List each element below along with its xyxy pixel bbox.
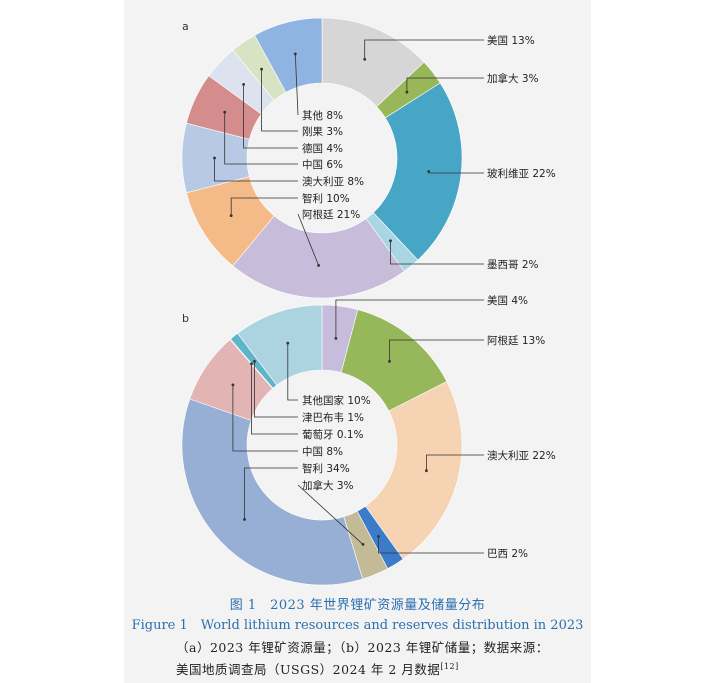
- leader-dot-中国: [231, 383, 235, 387]
- leader-line-澳大利亚: [425, 454, 484, 471]
- leader-dot-巴西: [377, 535, 380, 538]
- leader-dot-澳大利亚: [213, 156, 216, 160]
- leader-line-阿根廷: [297, 213, 319, 266]
- donut-slice-其他: [254, 17, 323, 93]
- slice-label-加拿大: 加拿大 3%: [487, 72, 539, 85]
- leader-line-巴西: [378, 536, 484, 554]
- leader-line-智利: [244, 467, 298, 520]
- donut-chart-reserves: b 美国 4% 阿根廷 13% 澳大利亚 22% 巴西 2% 加拿大 3% 智利 34% 中国…: [181, 294, 556, 586]
- donut-slice-玻利维亚: [372, 82, 463, 261]
- leader-dot-葡萄牙: [250, 362, 253, 366]
- leader-dot-阿根廷: [317, 264, 320, 267]
- slice-label-墨西哥: 墨西哥 2%: [487, 259, 539, 271]
- slice-label-其他国家: 其他国家 10%: [302, 394, 371, 407]
- slice-label-玻利维亚: 玻利维亚 22%: [487, 167, 556, 180]
- donut-chart-resources: a 美国 13% 加拿大 3% 玻利维亚 22% 墨西哥 2% 阿根廷 21% 智利 10%…: [181, 17, 556, 299]
- leader-dot-加拿大: [405, 90, 409, 94]
- leader-dot-德国: [242, 83, 246, 86]
- leader-line-刚果: [261, 69, 298, 132]
- slice-label-巴西: 巴西 2%: [487, 548, 528, 560]
- donut-slice-智利: [181, 398, 364, 586]
- slice-label-加拿大: 加拿大 3%: [302, 479, 354, 492]
- leader-line-阿根廷: [389, 339, 484, 362]
- leader-line-德国: [243, 84, 298, 149]
- panel-label: a: [182, 20, 189, 33]
- leader-line-津巴布韦: [254, 361, 298, 418]
- leader-dot-玻利维亚: [427, 170, 431, 173]
- slice-label-津巴布韦: 津巴布韦 1%: [302, 412, 364, 424]
- leader-dot-其他国家: [286, 341, 290, 345]
- leader-dot-智利: [243, 518, 246, 521]
- leader-line-其他: [294, 53, 299, 116]
- leader-line-加拿大: [297, 484, 364, 545]
- slice-label-其他: 其他 8%: [302, 109, 343, 122]
- slice-label-刚果: 刚果 3%: [302, 126, 343, 138]
- figure-svg: a 美国 13% 加拿大 3% 玻利维亚 22% 墨西哥 2% 阿根廷 21% 智利 10%…: [181, 17, 556, 586]
- slice-label-阿根廷: 阿根廷 21%: [302, 208, 360, 221]
- slice-label-美国: 美国 13%: [487, 34, 535, 47]
- slice-label-美国: 美国 4%: [487, 294, 528, 307]
- slice-label-葡萄牙: 葡萄牙 0.1%: [302, 428, 364, 441]
- leader-dot-阿根廷: [388, 360, 391, 363]
- leader-line-美国: [364, 39, 484, 60]
- donut-slice-阿根廷: [232, 215, 405, 299]
- leader-dot-美国: [363, 57, 367, 61]
- leader-line-其他国家: [287, 343, 298, 401]
- leader-line-加拿大: [406, 77, 484, 93]
- leader-line-美国: [335, 299, 484, 339]
- figure-note-line2: 美国地质调查局（USGS）2024 年 2 月数据[12]: [176, 659, 596, 678]
- figure-caption-cn: 图 1 2023 年世界锂矿资源量及储量分布: [229, 598, 486, 613]
- slice-label-澳大利亚: 澳大利亚 22%: [487, 449, 556, 462]
- figure-note-text: 美国地质调查局（USGS）2024 年 2 月数据: [176, 662, 441, 677]
- slice-label-澳大利亚: 澳大利亚 8%: [302, 175, 364, 188]
- slice-label-中国: 中国 6%: [302, 158, 343, 171]
- leader-dot-其他: [293, 52, 297, 56]
- figure-note-line1: （a）2023 年锂矿资源量；（b）2023 年锂矿储量；数据来源：: [176, 640, 549, 655]
- leader-line-墨西哥: [390, 240, 484, 265]
- leader-dot-澳大利亚: [425, 469, 428, 473]
- leader-dot-刚果: [260, 67, 263, 71]
- panel-label: b: [182, 312, 189, 325]
- slice-label-德国: 德国 4%: [302, 142, 343, 155]
- leader-line-葡萄牙: [251, 363, 298, 435]
- leader-line-中国: [224, 112, 298, 165]
- figure-note-reference: [12]: [440, 661, 459, 671]
- slice-label-中国: 中国 8%: [302, 445, 343, 458]
- leader-dot-智利: [229, 214, 233, 218]
- slice-label-阿根廷: 阿根廷 13%: [487, 334, 545, 347]
- leader-dot-墨西哥: [389, 239, 392, 243]
- leader-line-中国: [232, 384, 298, 452]
- slice-label-智利: 智利 34%: [302, 462, 350, 475]
- leader-dot-中国: [223, 110, 227, 114]
- leader-dot-津巴布韦: [253, 360, 256, 363]
- slice-label-智利: 智利 10%: [302, 192, 350, 205]
- leader-line-智利: [230, 197, 298, 216]
- leader-dot-加拿大: [361, 543, 365, 546]
- leader-line-澳大利亚: [214, 158, 298, 182]
- leader-dot-美国: [334, 337, 338, 340]
- figure-caption-en: Figure 1 World lithium resources and res…: [131, 618, 584, 633]
